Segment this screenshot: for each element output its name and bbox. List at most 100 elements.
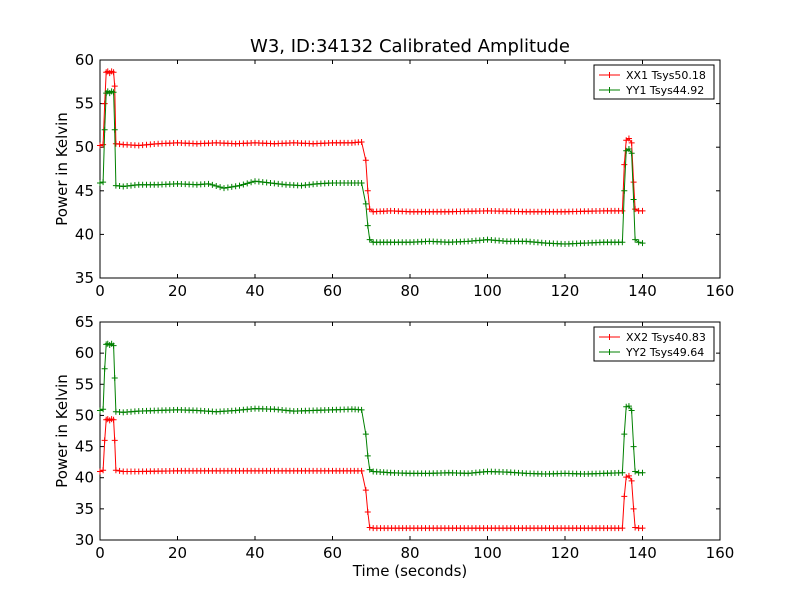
data-point (232, 183, 239, 190)
data-point (364, 222, 371, 229)
data-point (97, 179, 103, 186)
chart-panel-1: 0 20 40 60 80 100 120 140 160 35 40 45 50 55 60 Power i… (53, 51, 734, 300)
y-tick-label: 65 (75, 313, 94, 331)
data-point (236, 182, 243, 189)
data-point (621, 493, 628, 500)
x-tick-label: 120 (551, 544, 580, 562)
data-point (221, 185, 227, 192)
legend-box (593, 64, 715, 100)
data-point (228, 183, 235, 190)
data-point (100, 179, 107, 186)
data-point (364, 508, 371, 515)
x-tick-label: 160 (706, 282, 735, 300)
data-point (111, 375, 118, 382)
data-point (623, 403, 630, 410)
data-point (625, 403, 632, 410)
data-point (358, 406, 365, 413)
data-point (632, 236, 639, 243)
data-point (97, 468, 103, 475)
legend: XX1 Tsys50.18 YY1 Tsys44.92 (593, 64, 715, 100)
data-point (630, 179, 637, 186)
legend-marker (606, 334, 613, 340)
data-point (101, 100, 108, 107)
data-point (625, 135, 632, 142)
data-point (110, 69, 117, 76)
x-tick-label: 140 (628, 282, 657, 300)
legend-label: YY1 Tsys44.92 (625, 84, 704, 97)
y-tick-label: 60 (75, 344, 94, 362)
data-point (358, 467, 365, 474)
y-tick-label: 55 (75, 375, 94, 393)
data-point (101, 365, 108, 372)
data-point (110, 416, 117, 423)
data-point (110, 89, 117, 96)
series-xx1 (97, 68, 646, 215)
data-point (619, 469, 626, 476)
legend-box (593, 326, 715, 362)
data-point (632, 206, 639, 213)
chart-panel-2: 0 20 40 60 80 100 120 140 160 30 35 40 45 50 55 60 65 Pow… (53, 313, 734, 580)
data-point (628, 407, 635, 414)
legend-marker (606, 72, 613, 78)
data-point (100, 406, 107, 413)
chart-title: W3, ID:34132 Calibrated Amplitude (250, 36, 570, 57)
y-tick-label: 50 (75, 138, 94, 156)
series-line (99, 90, 643, 245)
data-point (358, 138, 365, 145)
y-tick-label: 40 (75, 469, 94, 487)
data-point (100, 141, 107, 148)
data-point (362, 200, 369, 207)
y-tick-label: 60 (75, 51, 94, 69)
data-point (240, 181, 247, 188)
y-tick-label: 50 (75, 406, 94, 424)
data-point (224, 184, 231, 191)
y-tick-label: 55 (75, 95, 94, 113)
data-point (205, 180, 212, 187)
data-point (628, 139, 635, 146)
data-point (625, 145, 632, 152)
data-point (621, 187, 628, 194)
data-point (364, 452, 371, 459)
x-tick-label: 80 (400, 282, 419, 300)
data-point (101, 437, 108, 444)
y-tick-label: 45 (75, 182, 94, 200)
y-tick-label: 30 (75, 531, 94, 549)
data-point (97, 407, 103, 414)
data-point (635, 239, 642, 246)
x-tick-label: 100 (473, 544, 502, 562)
data-point (639, 469, 646, 476)
x-tick-label: 100 (473, 282, 502, 300)
series-yy1 (97, 88, 646, 247)
data-point (621, 431, 628, 438)
data-point (628, 477, 635, 484)
data-point (366, 206, 373, 213)
data-point (101, 126, 108, 133)
data-point (362, 431, 369, 438)
data-point (364, 187, 371, 194)
data-point (116, 467, 123, 474)
data-point (625, 472, 632, 479)
data-point (111, 126, 118, 133)
legend-label: YY2 Tsys49.64 (625, 346, 704, 359)
x-tick-label: 60 (323, 282, 342, 300)
x-tick-label: 80 (400, 544, 419, 562)
data-point (366, 236, 373, 243)
data-point (619, 207, 626, 214)
legend-label: XX1 Tsys50.18 (626, 69, 706, 82)
data-point (362, 157, 369, 164)
x-tick-label: 0 (95, 544, 105, 562)
series-yy2 (97, 340, 646, 477)
data-point (366, 466, 373, 473)
x-axis-label: Time (seconds) (352, 562, 468, 580)
x-tick-label: 40 (245, 282, 264, 300)
data-point (632, 524, 639, 531)
data-point (639, 240, 646, 247)
y-axis-label: Power in Kelvin (53, 374, 71, 488)
data-point (103, 416, 110, 423)
legend: XX2 Tsys40.83 YY2 Tsys49.64 (593, 326, 715, 362)
data-point (639, 525, 646, 532)
x-tick-label: 120 (551, 282, 580, 300)
legend-marker (606, 349, 613, 355)
